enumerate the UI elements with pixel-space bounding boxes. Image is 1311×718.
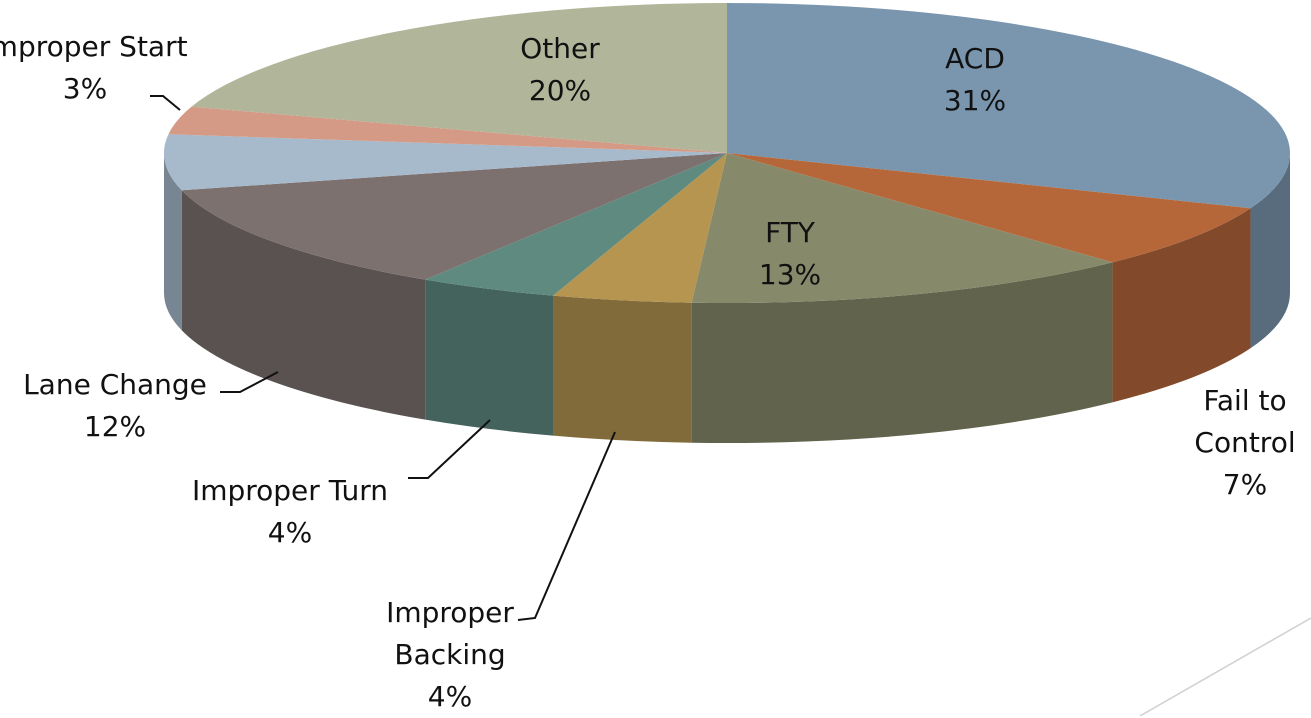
value-label: 4% <box>427 680 473 713</box>
slice <box>191 3 727 153</box>
slice-side <box>181 190 426 420</box>
slice-side <box>691 262 1113 443</box>
category-label: Fail to Control <box>1194 384 1296 459</box>
value-label: 4% <box>267 516 313 549</box>
slice-side <box>1250 153 1290 349</box>
data-label: Fail to Control 7% <box>1175 380 1311 506</box>
value-label: 20% <box>528 74 592 107</box>
leader-line <box>408 419 491 479</box>
data-label: ACD 31% <box>944 38 1006 122</box>
slice <box>181 153 727 280</box>
category-label: Other <box>520 32 600 65</box>
slice <box>553 153 727 303</box>
leader-line <box>517 431 616 621</box>
category-label: Improper Turn <box>191 474 389 507</box>
value-label: 31% <box>943 84 1007 117</box>
slice-side <box>164 153 182 331</box>
slice <box>425 153 727 296</box>
data-label: Lane Change 12% <box>23 364 207 448</box>
slice-side <box>1112 208 1251 403</box>
decoration-line <box>1139 617 1311 716</box>
value-label: 13% <box>758 258 822 291</box>
data-label: Improper Turn 4% <box>192 470 388 554</box>
data-label: FTY 13% <box>759 212 821 296</box>
value-label: 3% <box>62 72 108 105</box>
slice-side <box>553 295 692 443</box>
pie-tops <box>164 3 1290 303</box>
category-label: Improper Backing <box>386 596 514 671</box>
slice <box>691 153 1113 303</box>
value-label: 12% <box>83 410 147 443</box>
slice <box>727 153 1251 263</box>
slice-side <box>425 279 554 436</box>
category-label: ACD <box>945 42 1005 75</box>
slice <box>164 134 728 191</box>
category-label: Lane Change <box>23 368 207 401</box>
slice <box>727 3 1290 209</box>
leader-line <box>150 95 181 111</box>
data-label: Improper Start 3% <box>0 26 188 110</box>
slice <box>168 106 727 153</box>
data-label: Improper Backing 4% <box>370 592 530 718</box>
pie-sides <box>164 153 1290 443</box>
category-label: FTY <box>765 216 815 249</box>
leader-line <box>220 371 279 393</box>
data-label: Other 20% <box>520 28 600 112</box>
value-label: 7% <box>1222 468 1268 501</box>
category-label: Improper Start <box>0 30 188 63</box>
